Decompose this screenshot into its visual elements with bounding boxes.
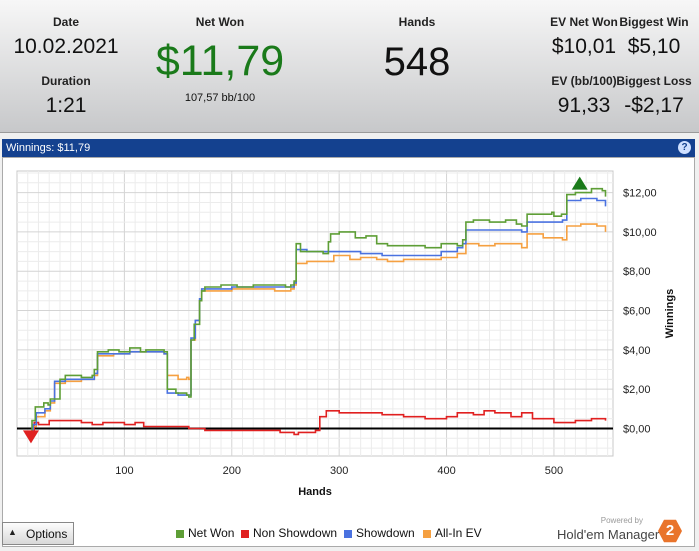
legend-swatch	[176, 529, 184, 538]
legend-swatch	[241, 529, 249, 538]
x-tick-label: 500	[545, 465, 563, 477]
hands-label: Hands	[398, 15, 436, 29]
legend-item-net-won: Net Won	[176, 526, 234, 540]
net-won-label: Net Won	[195, 15, 245, 29]
date-label: Date	[52, 15, 80, 29]
arrow-up-icon: ▲	[8, 527, 17, 537]
y-tick-label: $10,00	[623, 227, 657, 239]
net-won-value: $11,79	[155, 37, 285, 85]
series-line-net-won	[29, 187, 607, 434]
y-tick-label: $4,00	[623, 345, 651, 357]
biggest-loss-label: Biggest Loss	[616, 74, 692, 88]
duration-value: 1:21	[45, 94, 87, 117]
options-label: Options	[26, 527, 68, 541]
options-button[interactable]: ▲ Options	[2, 522, 74, 545]
holdem-manager-branding: Powered by Hold'em Manager 2	[557, 516, 687, 546]
help-icon[interactable]: ?	[678, 141, 691, 154]
legend-item-non-showdown: Non Showdown	[241, 526, 337, 540]
powered-by-text: Powered by	[600, 516, 643, 525]
ev-net-won-value: $10,01	[551, 35, 617, 58]
x-tick-label: 100	[115, 465, 133, 477]
ev-bb-value: 91,33	[557, 94, 611, 117]
legend-item-all-in-ev: All-In EV	[423, 526, 482, 540]
stats-header: Date 10.02.2021 Duration 1:21 Net Won $1…	[0, 0, 699, 133]
y-tick-label: $0,00	[623, 423, 651, 435]
biggest-win-label: Biggest Win	[619, 15, 689, 29]
ev-net-won-label: EV Net Won	[550, 15, 618, 29]
series-line-showdown	[29, 197, 607, 434]
y-tick-label: $6,00	[623, 306, 651, 318]
legend-label: Showdown	[356, 526, 415, 540]
x-tick-label: 300	[330, 465, 348, 477]
hands-value: 548	[383, 40, 451, 84]
y-tick-label: $2,00	[623, 384, 651, 396]
legend-item-showdown: Showdown	[344, 526, 415, 540]
net-won-bb: 107,57 bb/100	[184, 92, 256, 104]
legend-label: All-In EV	[435, 526, 482, 540]
biggest-loss-value: -$2,17	[624, 94, 684, 117]
x-tick-label: 200	[223, 465, 241, 477]
low-marker	[22, 430, 39, 444]
series-line-all-in-ev	[29, 223, 607, 434]
y-tick-label: $12,00	[623, 188, 657, 200]
legend-swatch	[423, 529, 431, 538]
legend-label: Non Showdown	[253, 526, 338, 540]
hm2-logo-icon: 2	[658, 519, 682, 543]
winnings-panel-title: Winnings: $11,79	[6, 142, 91, 154]
date-value: 10.02.2021	[13, 35, 119, 58]
y-axis-title: Winnings	[664, 289, 676, 338]
duration-label: Duration	[41, 74, 91, 88]
series-line-non-showdown	[29, 410, 607, 436]
winnings-chart-area: $0,00 $2,00 $4,00 $6,00 $8,00 $10,00 $12,00 100…	[2, 157, 695, 547]
x-axis-title: Hands	[298, 486, 332, 498]
high-marker	[571, 176, 588, 190]
legend-label: Net Won	[188, 526, 235, 540]
biggest-win-value: $5,10	[627, 35, 681, 58]
legend-swatch	[344, 529, 352, 538]
brand-name: Hold'em Manager	[557, 527, 660, 542]
y-tick-label: $8,00	[623, 266, 651, 278]
x-tick-label: 400	[437, 465, 455, 477]
winnings-chart: $0,00 $2,00 $4,00 $6,00 $8,00 $10,00 $12,00 100…	[16, 170, 676, 498]
ev-bb-label: EV (bb/100)	[551, 74, 617, 88]
winnings-panel-header: Winnings: $11,79 ?	[2, 139, 695, 157]
